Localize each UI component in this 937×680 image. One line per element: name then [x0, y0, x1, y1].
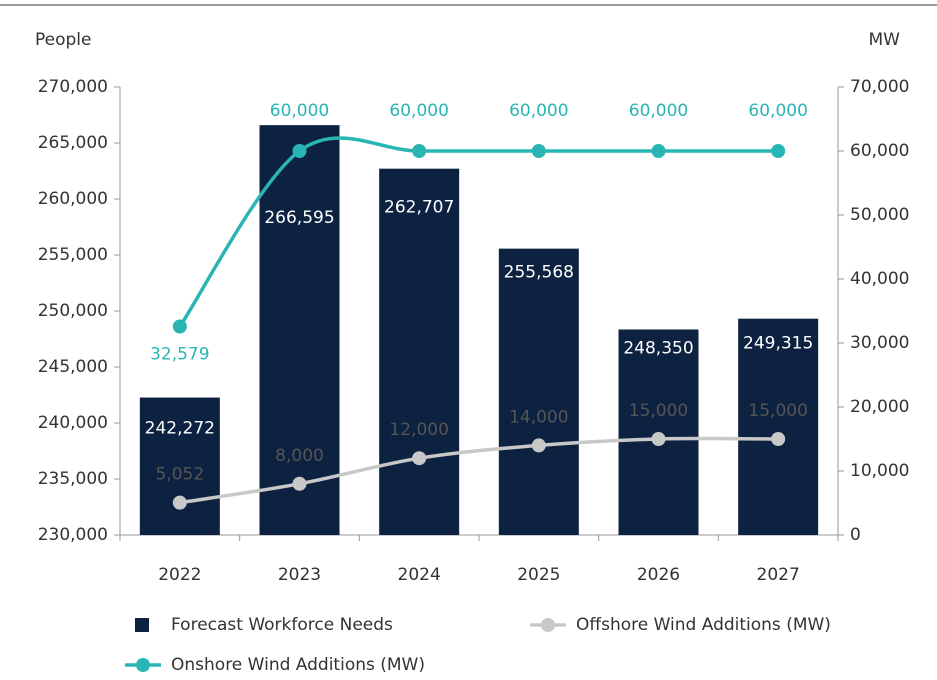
legend-label: Onshore Wind Additions (MW): [171, 655, 425, 675]
line-point: [172, 495, 187, 510]
y-tick-label: 270,000: [38, 77, 108, 97]
y2-axis-label: MW: [869, 30, 901, 50]
y-tick-label: 260,000: [38, 189, 108, 209]
line-point: [651, 432, 666, 446]
bar-label: 249,315: [743, 334, 813, 354]
y2-tick-label: 60,000: [850, 141, 909, 161]
line-label: 60,000: [629, 101, 688, 121]
y2-tick-label: 50,000: [850, 205, 909, 225]
y-tick-label: 230,000: [38, 525, 108, 545]
x-tick-label: 2026: [637, 565, 680, 585]
bar: [498, 248, 579, 535]
line-point: [292, 144, 307, 158]
y-tick-label: 240,000: [38, 413, 108, 433]
x-tick-label: 2022: [158, 565, 201, 585]
bar: [738, 318, 819, 535]
y-tick-label: 245,000: [38, 357, 108, 377]
legend-swatch: [541, 618, 555, 632]
bar-label: 266,595: [264, 208, 334, 228]
line-label: 32,579: [150, 344, 209, 364]
line-point: [531, 438, 546, 453]
legend-label: Forecast Workforce Needs: [171, 615, 393, 635]
bar-label: 262,707: [384, 198, 454, 218]
line-label: 15,000: [629, 401, 688, 421]
line-point: [771, 144, 786, 158]
legend-swatch: [136, 658, 150, 672]
y2-tick-label: 10,000: [850, 461, 909, 481]
x-tick-label: 2023: [278, 565, 321, 585]
y-axis-label: People: [35, 30, 91, 50]
y2-tick-label: 40,000: [850, 269, 909, 289]
x-tick-label: 2024: [398, 565, 441, 585]
line-point: [292, 476, 307, 491]
y2-tick-label: 20,000: [850, 397, 909, 417]
bar: [139, 397, 220, 535]
y-tick-label: 265,000: [38, 133, 108, 153]
line-point: [412, 144, 427, 158]
line: [179, 436, 779, 505]
y2-tick-label: 70,000: [850, 77, 909, 97]
y-tick-label: 235,000: [38, 469, 108, 489]
bar-label: 255,568: [504, 263, 574, 283]
line-point: [771, 432, 786, 446]
y-tick-label: 255,000: [38, 245, 108, 265]
x-tick-label: 2027: [757, 565, 800, 585]
line-label: 12,000: [389, 420, 448, 440]
line-label: 60,000: [748, 101, 807, 121]
y2-tick-label: 30,000: [850, 333, 909, 353]
line-label: 60,000: [389, 101, 448, 121]
x-tick-label: 2025: [517, 565, 560, 585]
bar: [259, 125, 340, 536]
line-label: 8,000: [275, 446, 324, 466]
legend-label: Offshore Wind Additions (MW): [576, 615, 831, 635]
line-label: 5,052: [155, 465, 204, 485]
bar: [379, 168, 460, 536]
y-tick-label: 250,000: [38, 301, 108, 321]
line-point: [651, 144, 666, 158]
bar-label: 242,272: [145, 419, 215, 439]
line-label: 15,000: [748, 401, 807, 421]
y2-tick-label: 0: [850, 525, 861, 545]
line-label: 14,000: [509, 407, 568, 427]
line-label: 60,000: [509, 101, 568, 121]
line-point: [531, 144, 546, 158]
bar-label: 248,350: [623, 338, 693, 358]
line-label: 60,000: [270, 101, 329, 121]
line-point: [412, 451, 427, 466]
line-point: [172, 319, 187, 334]
legend-swatch: [135, 618, 149, 632]
